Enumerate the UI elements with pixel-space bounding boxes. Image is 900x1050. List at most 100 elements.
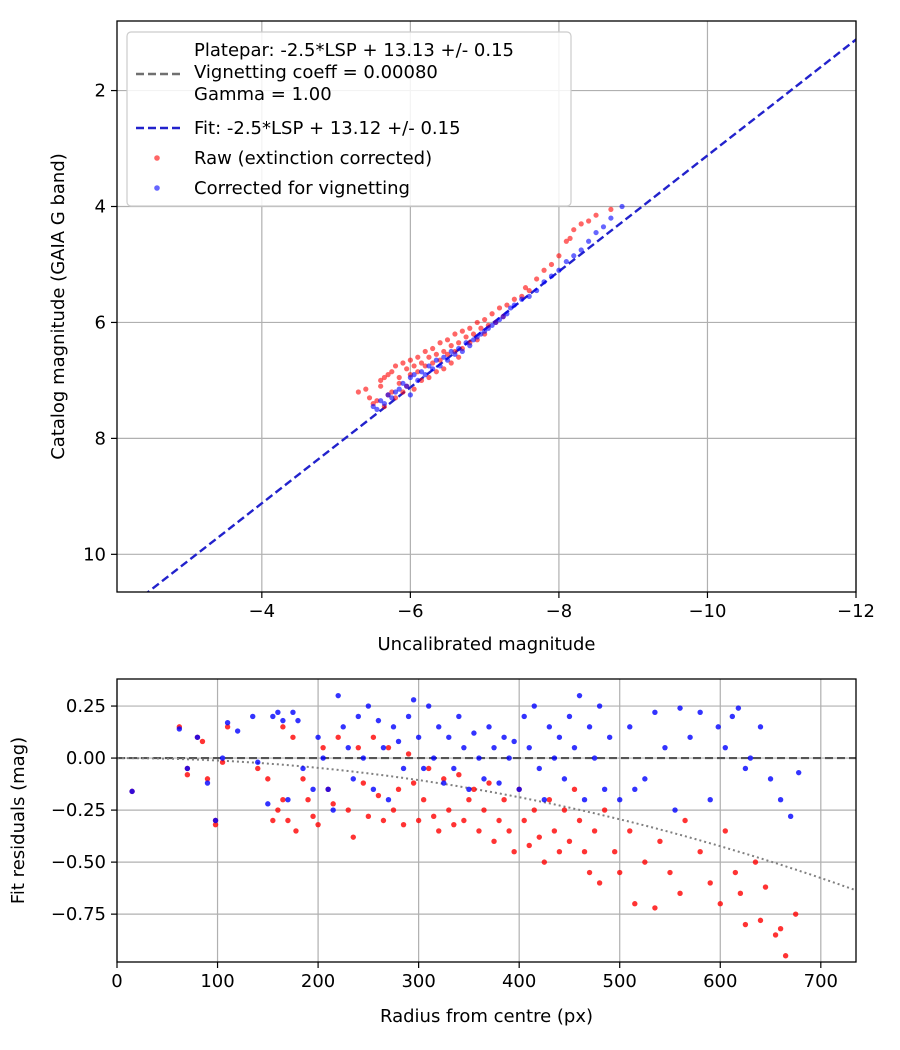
data-point: [194, 734, 201, 740]
data-point: [551, 755, 558, 761]
data-point: [586, 869, 593, 876]
data-point: [546, 796, 553, 803]
data-point: [642, 776, 648, 782]
data-point: [255, 759, 261, 765]
data-point: [425, 765, 432, 772]
data-point: [459, 328, 465, 334]
data-point: [516, 786, 522, 792]
data-point: [732, 869, 739, 876]
data-point: [627, 724, 633, 730]
data-point: [747, 755, 754, 761]
data-point: [496, 780, 502, 786]
data-point: [534, 276, 540, 282]
data-point: [431, 813, 437, 820]
data-point: [290, 734, 296, 740]
data-point: [652, 709, 658, 715]
data-point: [199, 738, 206, 745]
data-point: [451, 765, 457, 772]
data-point: [255, 765, 261, 772]
data-point: [470, 337, 477, 343]
data-point: [400, 360, 406, 366]
data-point: [541, 267, 547, 273]
data-point: [378, 398, 384, 404]
data-point: [219, 759, 226, 765]
data-point: [563, 238, 569, 244]
data-point: [489, 322, 495, 328]
data-point: [389, 395, 395, 401]
data-point: [461, 744, 467, 751]
data-point: [381, 374, 387, 381]
data-point: [381, 400, 387, 407]
data-point: [722, 828, 728, 834]
data-point: [300, 765, 306, 772]
data-point: [355, 713, 362, 720]
data-point: [375, 792, 382, 799]
data-point: [729, 713, 736, 720]
data-point: [437, 363, 443, 369]
x-tick-label: 500: [603, 971, 637, 992]
panel-residuals: 0 100 200 300 400 500 600 700 0.25 0.00 −0.25 −0.50…: [8, 678, 857, 1027]
y-tick-label: −0.50: [51, 852, 106, 873]
data-point: [360, 780, 367, 786]
data-point: [667, 869, 673, 876]
legend-corrected-marker: [154, 185, 160, 191]
data-point: [375, 717, 382, 724]
data-point: [437, 340, 443, 346]
legend-corrected-label: Corrected for vignetting: [194, 178, 410, 199]
data-point: [777, 926, 784, 932]
data-point: [415, 377, 421, 384]
plot-area: [146, 38, 856, 592]
data-point: [576, 692, 583, 699]
x-tick-label: 200: [301, 971, 335, 992]
data-point: [752, 859, 759, 865]
data-point: [486, 780, 492, 786]
data-point: [777, 796, 784, 803]
y-tick-label: −0.25: [51, 800, 106, 821]
x-tick-label: 0: [111, 971, 122, 992]
data-point: [415, 369, 421, 375]
data-point: [378, 377, 384, 384]
data-point: [385, 392, 391, 398]
data-point: [390, 807, 397, 813]
data-point: [456, 354, 462, 360]
data-point: [430, 366, 436, 372]
data-point: [224, 724, 231, 730]
data-point: [389, 369, 395, 375]
data-point: [672, 807, 678, 813]
data-point: [482, 316, 488, 323]
data-point: [295, 717, 301, 724]
data-point: [486, 724, 492, 730]
data-point: [608, 215, 614, 221]
data-point: [795, 769, 802, 776]
y-tick-label: 10: [83, 544, 106, 565]
data-point: [536, 834, 542, 840]
data-point: [400, 380, 406, 386]
data-point: [441, 348, 447, 355]
data-point: [466, 796, 472, 803]
data-point: [250, 713, 256, 720]
data-point: [500, 314, 506, 320]
data-point: [446, 734, 452, 740]
data-point: [350, 776, 356, 782]
data-point: [280, 724, 286, 730]
data-point: [466, 786, 472, 792]
data-point: [571, 744, 578, 751]
data-point: [448, 343, 454, 349]
data-point: [365, 813, 372, 820]
data-point: [415, 817, 422, 824]
data-point: [441, 780, 447, 786]
data-point: [617, 796, 623, 803]
data-point: [722, 744, 728, 751]
data-point: [504, 311, 510, 317]
data-point: [617, 869, 623, 876]
data-point: [410, 697, 417, 703]
data-point: [320, 744, 326, 751]
data-point: [489, 311, 495, 317]
data-point: [405, 713, 412, 720]
data-point: [444, 357, 451, 363]
data-point: [541, 859, 548, 865]
data-point: [418, 377, 425, 384]
data-point: [396, 374, 402, 381]
data-point: [767, 776, 774, 782]
data-point: [556, 849, 563, 855]
